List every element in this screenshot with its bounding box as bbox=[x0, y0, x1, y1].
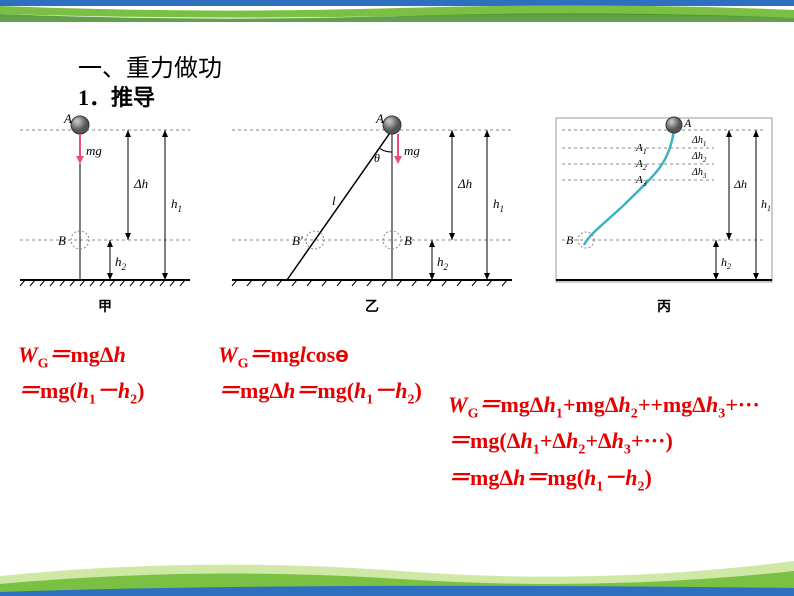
svg-text:Δh: Δh bbox=[133, 176, 148, 191]
svg-text:h1: h1 bbox=[171, 196, 182, 214]
svg-text:A: A bbox=[63, 111, 72, 126]
top-decor bbox=[0, 0, 794, 24]
formula-yi-2: ＝mgΔh＝mg(h1－h2) bbox=[218, 374, 448, 410]
formula-yi-1: WG＝mglcosɵ bbox=[218, 338, 448, 374]
svg-text:h1: h1 bbox=[493, 196, 504, 214]
formula-bing-3: ＝mgΔh＝mg(h1－h2) bbox=[448, 461, 760, 497]
section-title: 一、重力做功 bbox=[78, 48, 222, 83]
svg-text:A: A bbox=[683, 116, 692, 130]
svg-text:B′: B′ bbox=[292, 233, 303, 248]
diagram-jia: A B mg Δh h1 h2 甲 bbox=[10, 110, 200, 316]
diagram-row: A B mg Δh h1 h2 甲 bbox=[10, 110, 784, 320]
svg-text:mg: mg bbox=[404, 143, 420, 158]
diagram-yi: θ l A B B′ mg Δh h1 h2 乙 bbox=[222, 110, 522, 316]
svg-text:B: B bbox=[58, 233, 66, 248]
svg-text:h1: h1 bbox=[761, 197, 771, 213]
formula-jia-1: WG＝mgΔh bbox=[18, 338, 218, 374]
svg-text:h2: h2 bbox=[115, 254, 127, 272]
svg-text:Δh: Δh bbox=[733, 177, 747, 191]
svg-text:B: B bbox=[404, 233, 412, 248]
svg-text:l: l bbox=[332, 193, 336, 208]
svg-text:θ: θ bbox=[374, 151, 380, 165]
formula-row: WG＝mgΔh ＝mg(h1－h2) WG＝mglcosɵ ＝mgΔh＝mg(h… bbox=[18, 338, 776, 497]
svg-text:A3: A3 bbox=[635, 174, 647, 188]
svg-text:A1: A1 bbox=[635, 142, 647, 156]
svg-text:Δh2: Δh2 bbox=[691, 151, 707, 164]
section-subtitle: 1．推导 bbox=[78, 80, 155, 112]
diagram-label-yi: 乙 bbox=[365, 296, 379, 316]
svg-text:Δh1: Δh1 bbox=[691, 135, 706, 148]
svg-text:B: B bbox=[566, 233, 574, 247]
svg-text:mg: mg bbox=[86, 143, 102, 158]
bottom-decor bbox=[0, 546, 794, 596]
diagram-label-bing: 丙 bbox=[657, 296, 671, 316]
diagram-bing: A A1 A2 A3 B Δh1 Δh2 Δh3 Δh h1 h2 丙 bbox=[544, 110, 784, 316]
svg-text:Δh: Δh bbox=[457, 176, 472, 191]
svg-text:h2: h2 bbox=[437, 254, 449, 272]
svg-text:A: A bbox=[375, 111, 384, 126]
diagram-label-jia: 甲 bbox=[98, 296, 112, 316]
formula-bing-1: WG＝mgΔh1+mgΔh2++mgΔh3+··· bbox=[448, 388, 760, 424]
svg-text:h2: h2 bbox=[721, 255, 731, 271]
svg-text:Δh3: Δh3 bbox=[691, 167, 707, 180]
formula-bing-2: ＝mg(Δh1+Δh2+Δh3+···) bbox=[448, 424, 760, 460]
svg-text:A2: A2 bbox=[635, 158, 647, 172]
formula-jia-2: ＝mg(h1－h2) bbox=[18, 374, 218, 410]
